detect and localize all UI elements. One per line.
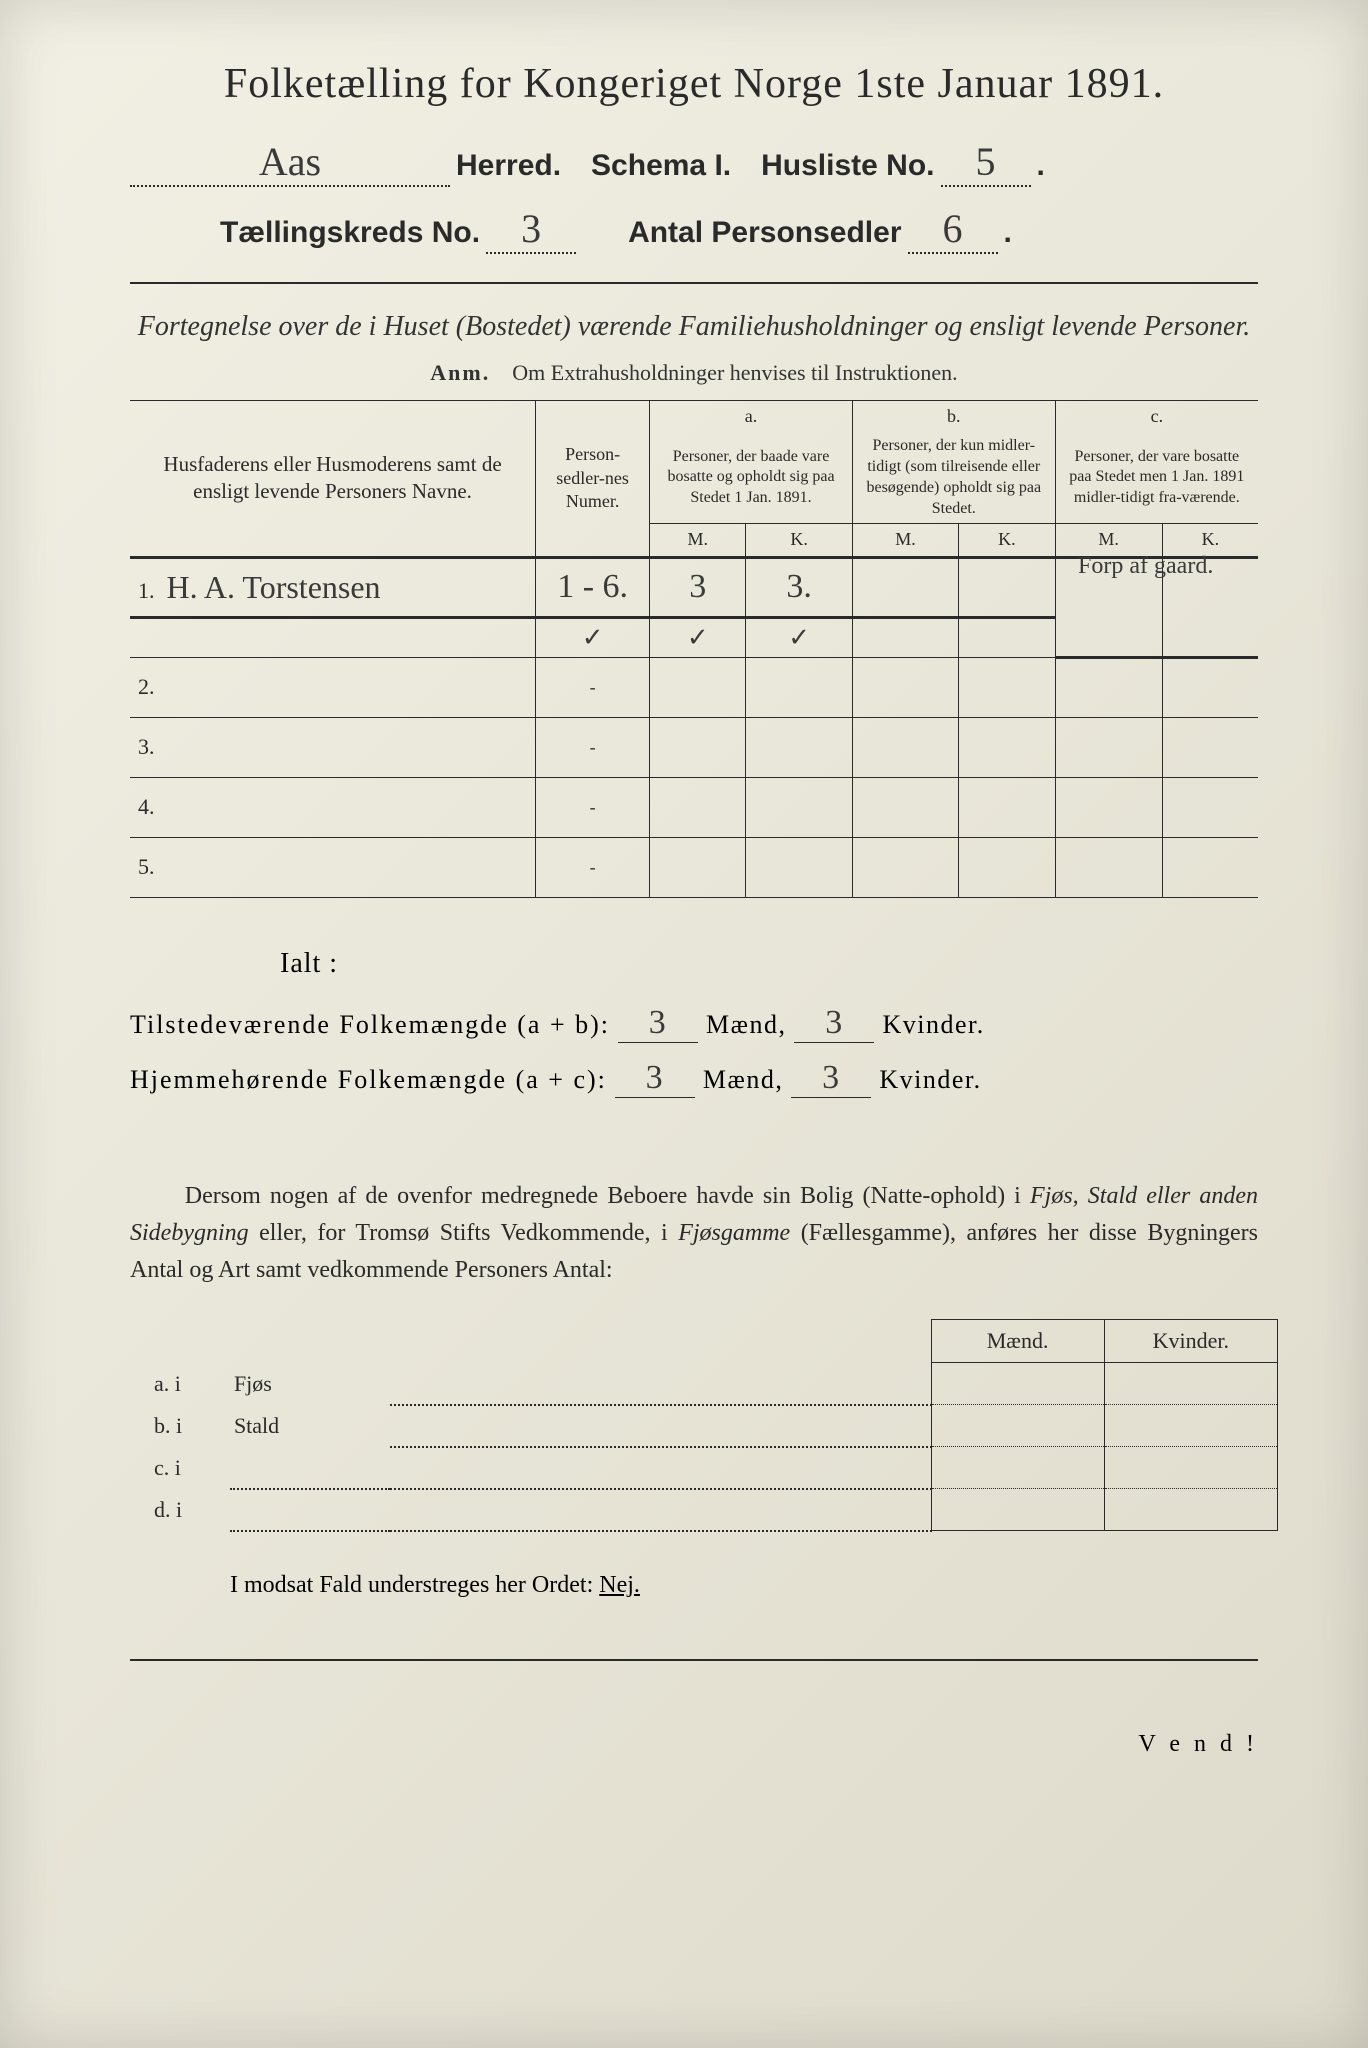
row-a-k: 3. [786,568,812,605]
herred-value: Aas [259,139,321,184]
nej-line: I modsat Fald understreges her Ordet: Ne… [230,1572,1258,1599]
nej-word: Nej. [599,1572,640,1598]
col-b-m: M. [852,524,958,557]
ialt-label: Ialt : [280,948,1258,980]
row-name: H. A. Torstensen [167,569,381,605]
husliste-label: Husliste No. [761,149,934,183]
col-b-k: K. [959,524,1056,557]
col-a-label: a. [650,400,853,432]
kreds-label: Tællingskreds No. [220,216,480,250]
kvinder-label: Kvinder. [879,1065,981,1095]
page-title: Folketælling for Kongeriget Norge 1ste J… [130,60,1258,108]
row-pnum: 1 - 6. [557,568,628,605]
total-resident-k: 3 [822,1059,841,1096]
anm-prefix: Anm. [430,360,490,385]
total-present-m: 3 [649,1004,668,1041]
row-pnum: - [536,717,650,777]
col-c-label: c. [1055,400,1258,432]
antal-label: Antal Personsedler [628,216,901,250]
row-num: 4. [138,794,162,820]
herred-label: Herred. [456,149,561,183]
total-resident: Hjemmehørende Folkemængde (a + c): 3 Mæn… [130,1059,1258,1098]
sub-lbl: c. i [150,1447,230,1489]
sub-row: a. i Fjøs [150,1363,1278,1405]
row-num: 1. [138,578,162,604]
table-row: 4. - [130,777,1258,837]
col-b-label: b. [852,400,1055,432]
line-herred: Aas Herred. Schema I. Husliste No. 5 . [130,138,1258,187]
total-resident-m: 3 [646,1059,665,1096]
row-pnum: - [536,657,650,717]
sub-head-k: Kvinder. [1104,1320,1277,1363]
row-sub-am: ✓ [687,623,709,652]
sub-cat: Fjøs [230,1363,390,1405]
antal-value: 6 [943,206,963,251]
total-present-label: Tilstedeværende Folkemængde (a + b): [130,1010,610,1040]
col-a-k: K. [746,524,853,557]
dwelling-table: Mænd. Kvinder. a. i Fjøs b. i Stald c. i… [150,1319,1278,1532]
sub-row: b. i Stald [150,1405,1278,1447]
total-present-k: 3 [825,1004,844,1041]
row-sub-pnum: ✓ [582,623,604,652]
dwelling-paragraph: Dersom nogen af de ovenfor medregnede Be… [130,1178,1258,1290]
col-a-m: M. [650,524,746,557]
col-name: Husfaderens eller Husmoderens samt de en… [130,400,536,557]
col-b-text: Personer, der kun midler-tidigt (som til… [852,432,1055,524]
kreds-value: 3 [521,206,541,251]
row-note: Forp af gaard. [1060,553,1232,579]
census-form-page: Folketælling for Kongeriget Norge 1ste J… [0,0,1368,2048]
row-num: 2. [138,674,162,700]
total-resident-label: Hjemmehørende Folkemængde (a + c): [130,1065,607,1095]
row-num: 5. [138,854,162,880]
anm-line: Anm. Om Extrahusholdninger henvises til … [130,360,1258,386]
anm-text: Om Extrahusholdninger henvises til Instr… [512,360,957,385]
row-sub-ak: ✓ [788,623,810,652]
line-kreds: Tællingskreds No. 3 Antal Personsedler 6… [220,205,1258,254]
maend-label: Mænd, [706,1010,786,1040]
maend-label: Mænd, [703,1065,783,1095]
sub-lbl: d. i [150,1489,230,1531]
sub-head-m: Mænd. [931,1320,1104,1363]
table-row: 1. H. A. Torstensen 1 - 6. 3 3. Forp af … [130,557,1258,617]
sub-row: d. i [150,1489,1278,1531]
row-pnum: - [536,777,650,837]
table-row: 2. - [130,657,1258,717]
main-table: Husfaderens eller Husmoderens samt de en… [130,400,1258,898]
total-present: Tilstedeværende Folkemængde (a + b): 3 M… [130,1004,1258,1043]
husliste-value: 5 [976,139,996,184]
table-row: 5. - [130,837,1258,897]
row-pnum: - [536,837,650,897]
sub-cat: Stald [230,1405,390,1447]
horizontal-rule [130,1659,1258,1661]
col-personnum: Person-sedler-nes Numer. [536,400,650,557]
row-a-m: 3 [689,568,706,605]
col-a-text: Personer, der baade vare bosatte og opho… [650,432,853,524]
table-row: 3. - [130,717,1258,777]
sub-lbl: a. i [150,1363,230,1405]
sub-lbl: b. i [150,1405,230,1447]
subtitle: Fortegnelse over de i Huset (Bostedet) v… [130,308,1258,346]
schema-label: Schema I. [591,149,731,183]
sub-row: c. i [150,1447,1278,1489]
nej-prefix: I modsat Fald understreges her Ordet: [230,1572,593,1598]
kvinder-label: Kvinder. [882,1010,984,1040]
col-c-text: Personer, der vare bosatte paa Stedet me… [1055,432,1258,524]
vend-label: V e n d ! [130,1731,1258,1758]
horizontal-rule [130,282,1258,284]
row-num: 3. [138,734,162,760]
